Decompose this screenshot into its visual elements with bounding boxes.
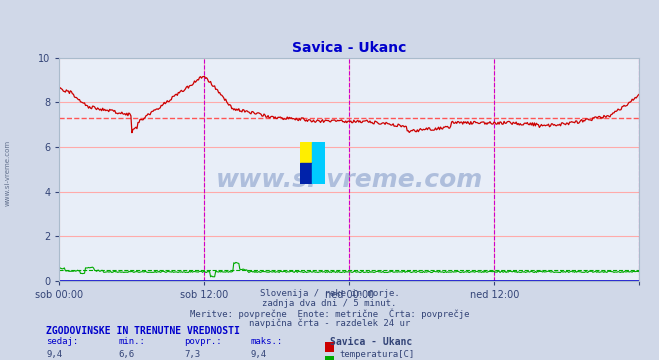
Text: ZGODOVINSKE IN TRENUTNE VREDNOSTI: ZGODOVINSKE IN TRENUTNE VREDNOSTI (46, 326, 240, 336)
Bar (300, 163, 312, 184)
Text: zadnja dva dni / 5 minut.: zadnja dva dni / 5 minut. (262, 299, 397, 308)
Text: sedaj:: sedaj: (46, 337, 78, 346)
Text: maks.:: maks.: (250, 337, 283, 346)
Text: navpična črta - razdelek 24 ur: navpična črta - razdelek 24 ur (249, 319, 410, 328)
Text: www.si-vreme.com: www.si-vreme.com (215, 168, 483, 192)
Text: 6,6: 6,6 (119, 350, 134, 359)
Bar (312, 163, 325, 184)
Text: 7,3: 7,3 (185, 350, 200, 359)
Text: povpr.:: povpr.: (185, 337, 222, 346)
Title: Savica - Ukanc: Savica - Ukanc (292, 41, 407, 55)
Bar (300, 142, 312, 163)
Text: temperatura[C]: temperatura[C] (339, 350, 415, 359)
Text: www.si-vreme.com: www.si-vreme.com (5, 140, 11, 206)
Text: 9,4: 9,4 (46, 350, 62, 359)
Bar (312, 142, 325, 163)
Text: Slovenija / reke in morje.: Slovenija / reke in morje. (260, 289, 399, 298)
Text: Savica - Ukanc: Savica - Ukanc (330, 337, 412, 347)
Text: 9,4: 9,4 (250, 350, 266, 359)
Text: Meritve: povprečne  Enote: metrične  Črta: povprečje: Meritve: povprečne Enote: metrične Črta:… (190, 309, 469, 319)
Text: min.:: min.: (119, 337, 146, 346)
